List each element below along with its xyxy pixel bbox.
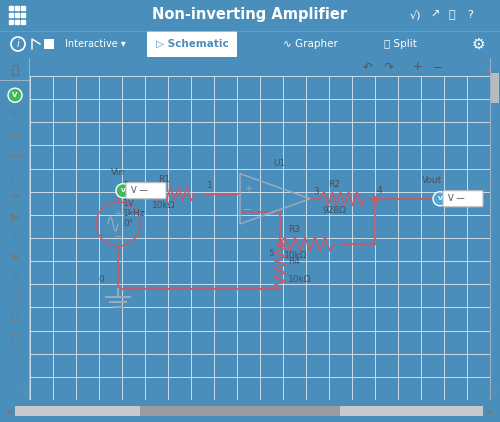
Text: 0: 0 — [98, 275, 104, 284]
Text: V —: V — — [131, 186, 148, 195]
Text: Vin: Vin — [111, 168, 125, 177]
Text: 1: 1 — [207, 181, 213, 190]
Text: V: V — [12, 92, 18, 98]
Text: ◄: ◄ — [5, 406, 12, 416]
Text: ⬚: ⬚ — [10, 292, 20, 303]
Text: U1: U1 — [273, 159, 285, 168]
Text: 2: 2 — [123, 181, 128, 190]
Text: −: − — [244, 205, 252, 215]
Text: R3: R3 — [288, 225, 300, 234]
Text: ⫽ Split: ⫽ Split — [384, 39, 416, 49]
Bar — [140, 406, 340, 416]
Text: V: V — [120, 188, 126, 193]
Circle shape — [8, 88, 22, 102]
Text: 928Ω: 928Ω — [322, 206, 346, 215]
Bar — [15, 406, 483, 416]
Text: 4: 4 — [377, 186, 382, 195]
Text: V: V — [438, 196, 442, 201]
Text: ↶: ↶ — [363, 60, 373, 73]
Text: 10kΩ: 10kΩ — [284, 251, 308, 260]
Text: ▾: ▾ — [486, 67, 490, 76]
Text: ►: ► — [486, 406, 494, 416]
Text: 0°: 0° — [123, 219, 133, 228]
Text: V1: V1 — [123, 187, 136, 197]
Text: ≈: ≈ — [10, 130, 20, 141]
Text: V —: V — — [448, 194, 465, 203]
Text: ▷ Schematic: ▷ Schematic — [156, 39, 228, 49]
Text: R4: R4 — [288, 257, 300, 266]
Circle shape — [116, 184, 130, 198]
Text: +: + — [413, 60, 423, 73]
Text: ▾: ▾ — [493, 387, 497, 396]
Text: 10kΩ: 10kΩ — [152, 201, 176, 210]
Text: 1V: 1V — [123, 199, 135, 208]
Text: Non-inverting Amplifier: Non-inverting Amplifier — [152, 8, 348, 22]
FancyBboxPatch shape — [443, 191, 483, 207]
Text: ↷: ↷ — [383, 60, 393, 73]
Text: ∿―: ∿― — [5, 151, 25, 160]
Text: ▷: ▷ — [11, 172, 19, 182]
FancyBboxPatch shape — [126, 183, 166, 199]
Text: ≡: ≡ — [10, 109, 20, 119]
FancyBboxPatch shape — [147, 31, 237, 57]
Text: ▾: ▾ — [23, 387, 27, 396]
Text: R1: R1 — [158, 175, 170, 184]
Text: 5: 5 — [268, 249, 274, 258]
Text: ⊕: ⊕ — [10, 252, 20, 262]
Text: −: − — [114, 232, 122, 242]
Text: ⊙: ⊙ — [10, 313, 20, 322]
Bar — [44, 39, 54, 49]
Text: i: i — [16, 39, 20, 49]
Text: ⚙: ⚙ — [471, 36, 485, 51]
Text: ↗: ↗ — [430, 10, 440, 20]
Text: ↔: ↔ — [10, 192, 20, 202]
Bar — [491, 73, 499, 103]
Text: ▶: ▶ — [11, 212, 19, 222]
Text: ∿ Grapher: ∿ Grapher — [282, 39, 338, 49]
Text: R2: R2 — [328, 180, 340, 189]
Text: 1kHz: 1kHz — [123, 209, 146, 218]
Text: 3: 3 — [313, 187, 319, 196]
Text: ∿: ∿ — [10, 232, 20, 242]
Text: Vout: Vout — [422, 176, 442, 185]
Text: Interactive ▾: Interactive ▾ — [64, 39, 126, 49]
Text: ⚡: ⚡ — [11, 272, 19, 282]
Text: ?: ? — [467, 10, 473, 20]
Text: +: + — [114, 209, 121, 218]
Text: +: + — [244, 184, 252, 194]
Text: −: − — [433, 60, 443, 73]
Text: ⌕: ⌕ — [11, 64, 19, 76]
Text: □: □ — [10, 333, 20, 343]
Text: 10kΩ: 10kΩ — [288, 275, 312, 284]
Circle shape — [433, 192, 447, 206]
Text: √): √) — [409, 10, 421, 20]
Text: ⛶: ⛶ — [448, 10, 456, 20]
